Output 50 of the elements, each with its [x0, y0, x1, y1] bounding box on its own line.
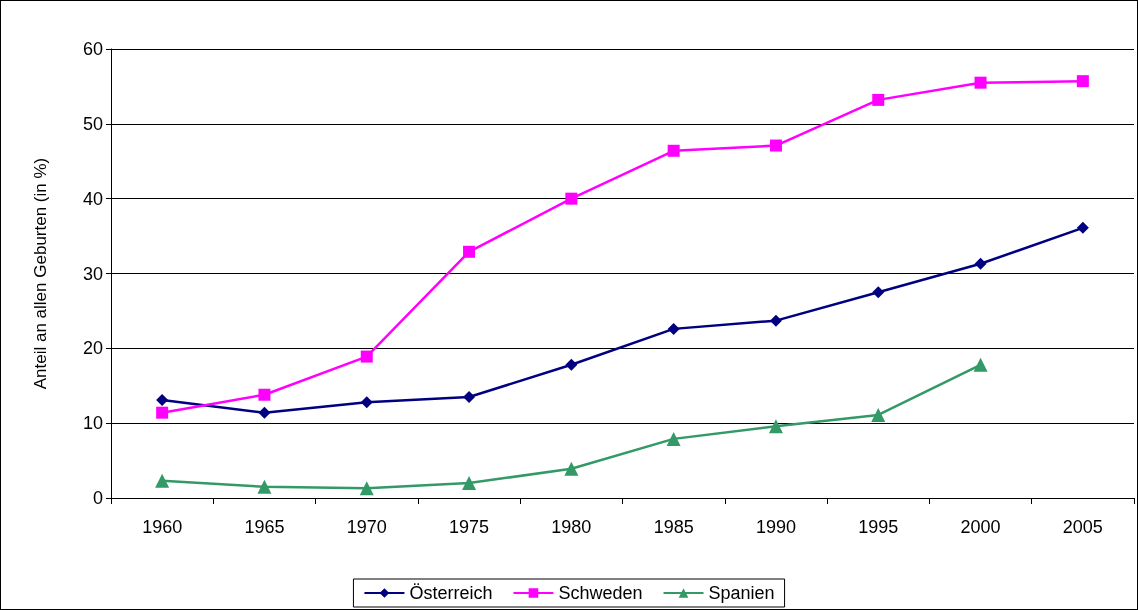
- y-tick-label: 60: [82, 39, 103, 59]
- point: [974, 257, 987, 270]
- point: [258, 406, 271, 419]
- y-tick-label: 50: [82, 113, 103, 134]
- x-tick-label: 1970: [346, 517, 387, 537]
- x-tick-label: 1990: [755, 517, 796, 537]
- point: [1076, 75, 1089, 88]
- y-tick-label: 10: [82, 413, 103, 434]
- x-tick-label: 1960: [142, 517, 183, 537]
- point: [667, 144, 680, 157]
- point: [769, 139, 782, 152]
- y-tick-label: 0: [92, 488, 103, 508]
- x-tick-label: 2000: [960, 517, 1001, 537]
- y-tick-label: 20: [82, 338, 103, 359]
- point: [462, 476, 477, 491]
- point: [156, 393, 169, 406]
- point: [973, 357, 988, 372]
- point: [666, 431, 681, 446]
- point: [463, 390, 476, 403]
- point: [564, 461, 579, 476]
- point: [872, 93, 885, 106]
- point: [360, 350, 373, 363]
- point: [565, 358, 578, 371]
- point: [667, 322, 680, 335]
- x-tick-label: 1975: [449, 517, 490, 537]
- point: [871, 407, 886, 422]
- legend-label: Österreich: [409, 583, 493, 603]
- point: [359, 481, 374, 496]
- x-tick-label: 2005: [1062, 517, 1103, 537]
- point: [769, 314, 782, 327]
- point: [463, 245, 476, 258]
- point: [360, 396, 373, 409]
- x-tick-label: 1980: [551, 517, 592, 537]
- point: [257, 479, 272, 494]
- x-tick-label: 1995: [858, 517, 899, 537]
- y-tick-label: 30: [82, 263, 103, 284]
- y-tick-label: 40: [82, 188, 103, 209]
- point: [156, 406, 169, 419]
- point: [768, 419, 783, 434]
- x-tick-label: 1965: [244, 517, 285, 537]
- x-tick-label: 1985: [653, 517, 694, 537]
- point: [1076, 221, 1089, 234]
- legend-label: Schweden: [558, 583, 643, 603]
- point: [565, 192, 578, 205]
- point: [258, 388, 271, 401]
- point: [974, 76, 987, 89]
- y-axis-title: Anteil an allen Geburten (in %): [31, 157, 50, 390]
- point: [155, 473, 170, 488]
- point: [872, 286, 885, 299]
- legend-label: Spanien: [708, 583, 775, 603]
